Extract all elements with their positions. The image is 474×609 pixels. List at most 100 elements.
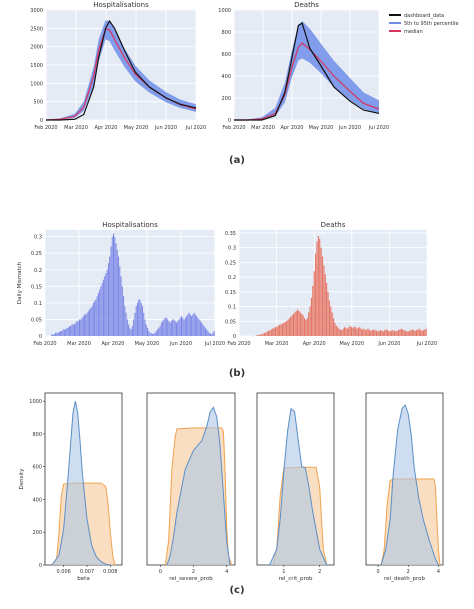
b_hosp-bar bbox=[136, 302, 138, 336]
b_death-bar bbox=[294, 312, 296, 336]
b_death-bar bbox=[323, 265, 325, 336]
b_death-bar bbox=[397, 330, 400, 336]
b_death-bar bbox=[287, 319, 289, 336]
b_death-bar bbox=[319, 238, 321, 336]
a_hosp-y-tick-label: 1000 bbox=[30, 81, 43, 87]
b_hosp-bar bbox=[130, 329, 132, 336]
b_hosp-bar bbox=[164, 317, 166, 336]
a_death-x-tick-label: May 2020 bbox=[309, 125, 334, 131]
b_death-bar bbox=[334, 322, 336, 336]
a_hosp-x-tick-label: Jul 2020 bbox=[185, 125, 206, 131]
b_death-bar bbox=[411, 329, 413, 336]
b_death-bar bbox=[403, 330, 405, 336]
a_hosp-title: Hospitalisations bbox=[93, 1, 149, 9]
b_death-x-tick-label: Jul 2020 bbox=[416, 341, 437, 347]
b_death-bar bbox=[273, 327, 275, 336]
b_death-bar bbox=[367, 328, 369, 336]
charts-group: Feb 2020 Mar 2020 Apr 2020 May 2020 Jun 2020… bbox=[17, 1, 467, 582]
b_death-bar bbox=[402, 329, 404, 336]
b_death-bar bbox=[338, 328, 340, 336]
a_death-x-tick-label: Mar 2020 bbox=[251, 125, 275, 131]
b_hosp-bar bbox=[188, 312, 190, 336]
b_hosp-bar bbox=[114, 236, 116, 336]
b_death-bar bbox=[317, 235, 319, 336]
b_hosp-bar bbox=[199, 321, 201, 336]
c_beta-y-tick-label: 600 bbox=[32, 465, 42, 471]
b_death-bar bbox=[384, 330, 386, 336]
b_hosp-bar bbox=[107, 263, 109, 336]
b_hosp-y-tick-label: 0 bbox=[39, 334, 42, 340]
b_hosp-bar bbox=[178, 319, 180, 336]
b_death-bar bbox=[396, 330, 398, 336]
b_hosp-bar bbox=[106, 269, 108, 336]
b_death-bar bbox=[414, 330, 416, 336]
b_death-bar bbox=[256, 335, 259, 336]
b_death-bar bbox=[306, 318, 308, 336]
b_hosp-y-tick-label: 0.3 bbox=[34, 235, 42, 241]
b_death-bar bbox=[406, 331, 408, 336]
b_hosp-bar bbox=[60, 331, 62, 336]
b_hosp-y-tick-label: 0.25 bbox=[31, 251, 42, 257]
c_death-density-line bbox=[380, 404, 439, 566]
b_hosp-bar bbox=[144, 319, 146, 336]
b_death-bar bbox=[389, 331, 391, 336]
b_hosp-y-tick-label: 0.15 bbox=[31, 284, 42, 290]
b_hosp-bar bbox=[124, 306, 126, 336]
b_death-bar bbox=[364, 330, 366, 336]
a_hosp-y-tick-label: 0 bbox=[40, 118, 43, 124]
b_hosp-bar bbox=[81, 317, 83, 336]
b_hosp-bar bbox=[76, 321, 78, 336]
b_death-bar bbox=[391, 330, 393, 336]
b_death-bar bbox=[415, 330, 418, 336]
b_death-bar bbox=[404, 330, 406, 336]
a_hosp-y-tick-label: 500 bbox=[33, 100, 43, 106]
b_hosp-bar bbox=[202, 324, 204, 336]
b_hosp-bar bbox=[66, 327, 68, 336]
b_death-bar bbox=[335, 325, 337, 336]
b_death-bar bbox=[266, 331, 268, 336]
b_hosp-bar bbox=[211, 334, 213, 336]
b_hosp-bar bbox=[79, 319, 81, 336]
legend-label: 5th to 95th percentile bbox=[404, 21, 459, 27]
b_hosp-bar bbox=[82, 316, 84, 336]
b_death-bar bbox=[277, 325, 279, 336]
b_death-bar bbox=[276, 326, 278, 336]
b_death-bar bbox=[413, 330, 415, 336]
b_death-bar bbox=[377, 331, 379, 336]
b_death-bar bbox=[349, 325, 351, 336]
b_death-bar bbox=[292, 313, 295, 336]
b_hosp-title: Hospitalisations bbox=[102, 221, 158, 229]
b_hosp-bar bbox=[175, 322, 177, 336]
b_death-bar bbox=[279, 324, 281, 336]
b_hosp-bar bbox=[196, 316, 198, 336]
b_hosp-bar bbox=[121, 286, 123, 336]
b_hosp-bar bbox=[120, 276, 122, 336]
a_hosp-x-tick-label: Feb 2020 bbox=[34, 125, 57, 131]
c_beta-x-axis-label: beta bbox=[77, 576, 89, 582]
b_death-bar bbox=[328, 300, 330, 336]
b_death-bar bbox=[298, 310, 300, 336]
c_death-panel: 0 2 4 rel_death_prob bbox=[365, 392, 444, 582]
b_hosp-bar bbox=[191, 316, 193, 336]
c_crit-x-tick-label: 1 bbox=[282, 569, 285, 575]
legend-label: dashboard_data bbox=[404, 13, 444, 19]
b_death-bar bbox=[357, 327, 359, 336]
b_hosp-x-tick-label: Apr 2020 bbox=[102, 341, 125, 347]
c_severe-x-tick-label: 4 bbox=[225, 569, 228, 575]
b_death-bar bbox=[345, 327, 347, 336]
b_death-bar bbox=[308, 312, 310, 336]
b_death-bar bbox=[330, 306, 332, 336]
b_hosp-bar bbox=[72, 324, 74, 336]
legend-label: median bbox=[404, 29, 423, 35]
b_hosp-bar bbox=[85, 314, 87, 336]
c_severe-density-fill bbox=[166, 407, 231, 565]
c_beta-y-tick-label: 1000 bbox=[29, 399, 42, 405]
b_hosp-bar bbox=[150, 333, 152, 336]
a_hosp-y-tick-label: 3000 bbox=[30, 8, 43, 14]
b_death-y-tick-label: 0.2 bbox=[228, 275, 236, 281]
b_hosp-bar bbox=[67, 327, 69, 336]
a_hosp-x-tick-label: Jun 2020 bbox=[154, 125, 177, 131]
b_hosp-bar bbox=[204, 327, 206, 336]
b_death-bar bbox=[366, 329, 368, 336]
b_hosp-bar bbox=[71, 324, 73, 336]
